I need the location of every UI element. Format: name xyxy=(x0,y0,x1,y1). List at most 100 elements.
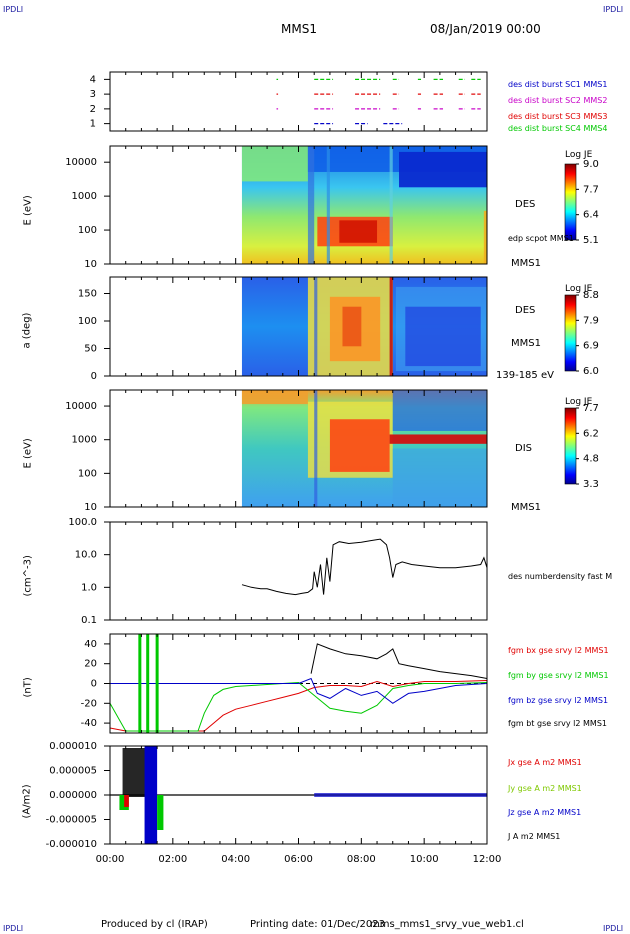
fgm-ytick-label: 20 xyxy=(84,659,97,670)
corner-label-bottom-left: IPDLI xyxy=(3,924,24,933)
des_energy-spectrogram-feature xyxy=(307,146,315,264)
des-energy-instrument-label: DES xyxy=(515,199,536,210)
time-tick-label: 08:00 xyxy=(347,854,376,865)
dis_energy-spectrogram-feature xyxy=(392,390,487,431)
dis_energy-spectrogram-feature xyxy=(389,434,487,444)
des_pitch-ytick-label: 0 xyxy=(91,371,97,382)
des_energy-ytick-label: 1000 xyxy=(72,191,97,202)
legend-fgm-bt: fgm bt gse srvy l2 MMS1 xyxy=(508,719,607,728)
des_energy-spectrogram-feature xyxy=(326,146,330,264)
fgm-ytick-label: -20 xyxy=(81,698,97,709)
legend-fgm-by: fgm by gse srvy l2 MMS1 xyxy=(508,671,609,680)
fgm-ytick-label: 40 xyxy=(84,639,97,650)
des_pitch-spectrogram-feature xyxy=(405,306,481,367)
dis_energy-colorbar-tick-label: 4.8 xyxy=(583,454,599,465)
fgm-ytick-label: -40 xyxy=(81,718,97,729)
burst-ytick-label: 1 xyxy=(90,119,96,130)
date-title: 08/Jan/2019 00:00 xyxy=(430,22,541,36)
current-jx-burst xyxy=(124,795,129,807)
des_pitch-ytick-label: 100 xyxy=(78,316,97,327)
time-tick-label: 00:00 xyxy=(96,854,125,865)
fgm-ytick-label: 0 xyxy=(91,679,97,690)
dis_energy-spectrogram-feature xyxy=(241,390,308,405)
des-energy-sub-label: edp scpot MMS1 xyxy=(508,234,574,243)
dis-energy-instrument-label: DIS xyxy=(515,443,532,454)
panel-frame-burst xyxy=(109,71,488,132)
des_energy-colorbar-tick-label: 5.1 xyxy=(583,235,599,246)
dis_energy-spectrogram-feature xyxy=(314,390,318,507)
current-ytick-label: -0.000005 xyxy=(46,815,97,826)
dis_energy-ytick-label: 100 xyxy=(78,468,97,479)
current-jz-noise xyxy=(314,793,487,797)
corner-label-top-right: IPDLI xyxy=(603,5,624,14)
panel-frame-density xyxy=(109,521,488,621)
legend-fgm-bz: fgm bz gse srvy l2 MMS1 xyxy=(508,696,609,705)
current-ytick-label: 0.000005 xyxy=(49,766,97,777)
des_pitch-spectrogram-feature xyxy=(314,277,318,376)
burst-ytick-label: 4 xyxy=(90,74,96,85)
time-tick-label: 06:00 xyxy=(284,854,313,865)
des_energy-colorbar-tick-label: 9.0 xyxy=(583,159,599,170)
dis_energy-ytick-label: 1000 xyxy=(72,435,97,446)
des_pitch-ytick-label: 50 xyxy=(84,344,97,355)
density-ytick-label: 0.1 xyxy=(81,615,97,626)
des-pitch-ylabel: a (deg) xyxy=(21,312,33,349)
footer-filename: mms_mms1_srvy_vue_web1.cl xyxy=(370,919,524,930)
des_energy-spectrogram-feature xyxy=(339,220,378,243)
legend-j: J A m2 MMS1 xyxy=(508,832,561,841)
fgm-series-line-4 xyxy=(310,643,488,679)
fgm-by-spike xyxy=(155,634,159,733)
legend-burst-sc4: des dist burst SC4 MMS4 xyxy=(508,124,608,133)
legend-burst-sc1: des dist burst SC1 MMS1 xyxy=(508,80,608,89)
legend-jx: Jx gse A m2 MMS1 xyxy=(508,758,582,767)
current-ytick-label: -0.000010 xyxy=(46,839,97,850)
density-ytick-label: 10.0 xyxy=(75,550,97,561)
legend-burst-sc3: des dist burst SC3 MMS3 xyxy=(508,112,608,121)
legend-jy: Jy gse A m2 MMS1 xyxy=(508,784,582,793)
dis_energy-ytick-label: 10 xyxy=(84,502,97,513)
density-series-line xyxy=(241,538,488,596)
des_energy-ytick-label: 10 xyxy=(84,259,97,270)
burst-ytick-label: 3 xyxy=(90,89,96,100)
des_pitch-spectrogram-feature xyxy=(389,277,393,376)
current-jz-burst xyxy=(144,746,158,844)
fgm-by-spike xyxy=(146,634,150,733)
colorbar1-title: Log JE xyxy=(565,150,593,160)
fgm-series-line-1 xyxy=(109,680,488,732)
des_pitch-colorbar-tick-label: 8.8 xyxy=(583,290,599,301)
des_energy-spectrogram-feature xyxy=(241,146,308,182)
time-tick-label: 12:00 xyxy=(473,854,502,865)
dis_energy-colorbar-tick-label: 6.2 xyxy=(583,428,599,439)
burst-ytick-label: 2 xyxy=(90,104,96,115)
des-pitch-sc-label: MMS1 xyxy=(511,338,541,349)
spacecraft-title: MMS1 xyxy=(281,22,317,36)
dis_energy-colorbar xyxy=(564,407,577,485)
legend-burst-sc2: des dist burst SC2 MMS2 xyxy=(508,96,608,105)
legend-jz: Jz gse A m2 MMS1 xyxy=(508,808,582,817)
des_energy-ytick-label: 10000 xyxy=(65,157,97,168)
des_pitch-colorbar-tick-label: 7.9 xyxy=(583,315,599,326)
des_energy-colorbar-tick-label: 7.7 xyxy=(583,184,599,195)
dis-energy-ylabel: E (eV) xyxy=(22,438,34,469)
current-jy-burst xyxy=(157,795,164,830)
footer-printing-date: Printing date: 01/Dec/2023 xyxy=(250,919,386,930)
legend-fgm-bx: fgm bx gse srvy l2 MMS1 xyxy=(508,646,609,655)
fgm-by-spike xyxy=(138,634,142,733)
des_pitch-colorbar xyxy=(564,294,577,372)
dis_energy-spectrogram-feature xyxy=(392,448,487,507)
corner-label-bottom-right: IPDLI xyxy=(603,924,624,933)
fgm-ylabel: (nT) xyxy=(22,677,34,698)
time-tick-label: 10:00 xyxy=(410,854,439,865)
des_energy-spectrogram-feature xyxy=(389,146,393,264)
des-energy-ylabel: E (eV) xyxy=(22,195,34,226)
des_pitch-colorbar-tick-label: 6.9 xyxy=(583,341,599,352)
dis_energy-ytick-label: 10000 xyxy=(65,401,97,412)
des_energy-colorbar-tick-label: 6.4 xyxy=(583,210,599,221)
current-ytick-label: 0.000000 xyxy=(49,790,97,801)
des_pitch-colorbar-tick-label: 6.0 xyxy=(583,366,599,377)
dis-energy-sc-label: MMS1 xyxy=(511,502,541,513)
des-pitch-instrument-label: DES xyxy=(515,305,536,316)
colorbar3-title: Log JE xyxy=(565,397,593,407)
des_pitch-ytick-label: 150 xyxy=(78,289,97,300)
